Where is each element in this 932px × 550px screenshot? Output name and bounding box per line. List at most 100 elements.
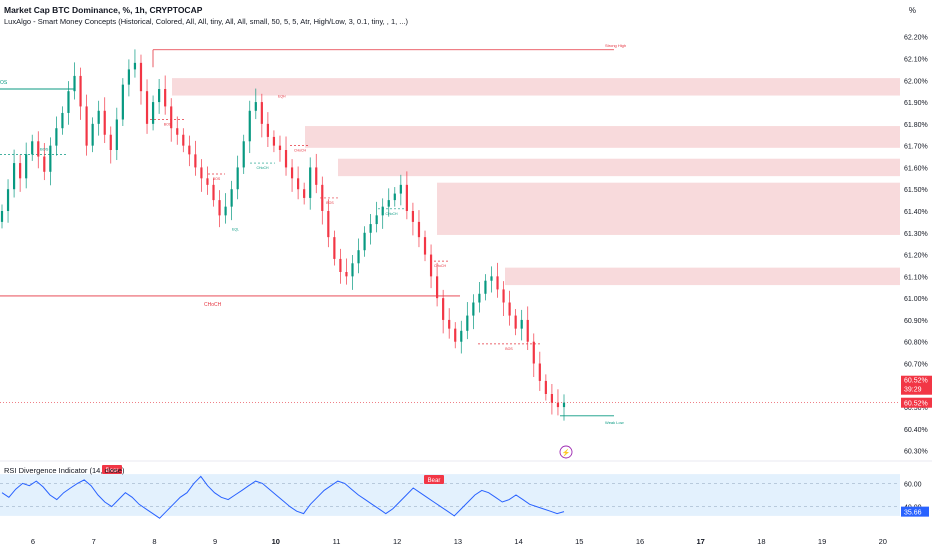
candle-body bbox=[19, 163, 22, 179]
rsi-value-text: 35.66 bbox=[904, 510, 922, 517]
percent-label: % bbox=[908, 6, 916, 15]
candle-body bbox=[429, 254, 433, 277]
candle-body bbox=[85, 106, 88, 146]
candle-body bbox=[327, 211, 330, 238]
candle-body bbox=[115, 119, 118, 150]
candle-body bbox=[466, 315, 469, 331]
candle-body bbox=[260, 102, 263, 124]
order-block-zone bbox=[505, 267, 900, 286]
candle-body bbox=[472, 302, 475, 316]
order-block-zone bbox=[437, 182, 900, 235]
candle-body bbox=[97, 110, 100, 124]
candle-body bbox=[484, 280, 487, 294]
bear-label-text: Bear bbox=[106, 468, 119, 474]
x-tick-label: 20 bbox=[879, 537, 887, 546]
rsi-level-label: 60.00 bbox=[904, 481, 922, 488]
candle-body bbox=[103, 110, 106, 135]
x-tick-label: 17 bbox=[697, 537, 705, 546]
eqh-label: EQH bbox=[278, 95, 286, 99]
structure-marker-label: CHoCH bbox=[256, 166, 269, 170]
candle-body bbox=[405, 184, 408, 211]
choch-label: CHoCH bbox=[204, 302, 222, 308]
candle-body bbox=[303, 189, 306, 198]
y-tick-label: 61.30% bbox=[904, 231, 928, 238]
candle-body bbox=[194, 154, 197, 168]
last-price-badge-2 bbox=[901, 397, 932, 408]
candle-body bbox=[121, 84, 124, 120]
countdown-text: 39:29 bbox=[904, 387, 922, 394]
candle-body bbox=[460, 330, 463, 342]
flash-icon bbox=[559, 445, 573, 459]
bear-label-text: Bear bbox=[428, 478, 441, 484]
structure-marker-label: BOS bbox=[164, 123, 172, 127]
last-price-badge bbox=[901, 375, 932, 395]
candle-body bbox=[526, 319, 529, 342]
candle-body bbox=[454, 328, 457, 342]
candle-body bbox=[375, 215, 378, 225]
structure-marker-label: BOS bbox=[326, 201, 334, 205]
indicator-legend: LuxAlgo - Smart Money Concepts (Historic… bbox=[4, 17, 409, 26]
x-tick-label: 15 bbox=[575, 537, 583, 546]
x-tick-label: 10 bbox=[272, 537, 280, 546]
y-tick-label: 62.00% bbox=[904, 78, 928, 85]
candle-body bbox=[12, 163, 16, 190]
candle-body bbox=[206, 178, 209, 185]
candle-body bbox=[423, 237, 427, 255]
candle-body bbox=[55, 128, 58, 146]
candle-body bbox=[164, 89, 167, 107]
candle-body bbox=[158, 89, 161, 103]
candle-body bbox=[417, 221, 421, 238]
candle-body bbox=[562, 402, 566, 408]
candle-body bbox=[224, 206, 227, 216]
x-tick-label: 16 bbox=[636, 537, 644, 546]
candle-body bbox=[242, 141, 245, 168]
y-tick-label: 61.10% bbox=[904, 274, 928, 281]
x-tick-label: 11 bbox=[333, 537, 341, 546]
x-tick-label: 12 bbox=[393, 537, 401, 546]
candle-body bbox=[333, 237, 336, 259]
y-tick-label: 61.40% bbox=[904, 209, 928, 216]
rsi-title: RSI Divergence Indicator (14, close) bbox=[4, 466, 125, 475]
candle-body bbox=[25, 154, 28, 179]
weak-low-label: Weak Low bbox=[605, 420, 624, 425]
y-tick-label: 60.40% bbox=[904, 427, 928, 434]
structure-marker-label: BOS bbox=[505, 347, 513, 351]
candle-body bbox=[321, 184, 324, 211]
candle-body bbox=[200, 167, 203, 179]
candle-body bbox=[297, 178, 300, 190]
x-tick-label: 13 bbox=[454, 537, 462, 546]
candle-body bbox=[266, 123, 269, 137]
candle-body bbox=[212, 184, 215, 201]
x-tick-label: 7 bbox=[92, 537, 96, 546]
candle-body bbox=[448, 319, 451, 329]
candle-body bbox=[176, 128, 179, 135]
bear-label-box bbox=[424, 475, 444, 484]
candle-body bbox=[278, 145, 282, 150]
y-tick-label: 61.00% bbox=[904, 296, 928, 303]
candle-body bbox=[218, 200, 221, 216]
candle-body bbox=[502, 289, 505, 303]
order-block-zone bbox=[305, 126, 900, 148]
y-tick-label: 60.50% bbox=[904, 405, 928, 412]
bos-label-left: OS bbox=[0, 80, 8, 86]
y-tick-label: 60.80% bbox=[904, 340, 928, 347]
y-tick-label: 61.80% bbox=[904, 122, 928, 129]
order-block-zone bbox=[338, 158, 900, 177]
candle-body bbox=[79, 75, 82, 107]
candle-body bbox=[61, 112, 64, 129]
strong-high-label: Strong High bbox=[605, 43, 626, 48]
candle-body bbox=[381, 206, 384, 216]
candle-body bbox=[145, 91, 149, 124]
candle-body bbox=[133, 62, 137, 70]
candle-body bbox=[520, 319, 523, 329]
candle-body bbox=[514, 315, 517, 329]
candle-body bbox=[442, 298, 445, 320]
y-tick-label: 60.70% bbox=[904, 362, 928, 369]
candle-body bbox=[248, 110, 251, 142]
candle-body bbox=[31, 141, 34, 155]
candle-body bbox=[478, 293, 481, 303]
y-tick-label: 61.70% bbox=[904, 144, 928, 151]
x-tick-label: 18 bbox=[757, 537, 765, 546]
candle-body bbox=[309, 167, 312, 198]
